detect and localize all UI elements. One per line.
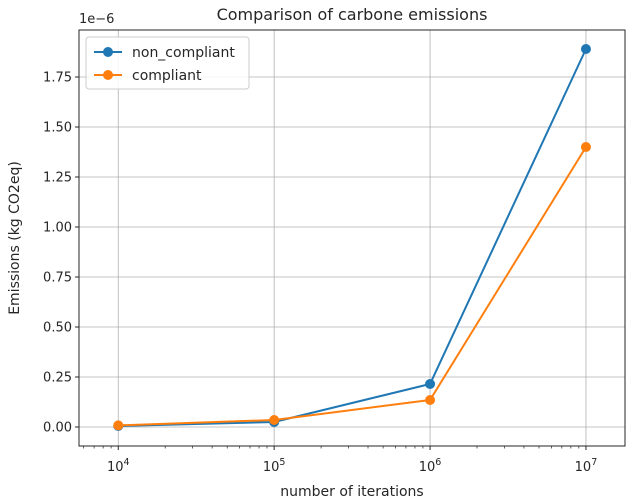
- x-tick-exponent: 7: [591, 457, 597, 468]
- data-point-compliant: [580, 142, 591, 152]
- x-tick-base: 10: [419, 460, 436, 475]
- x-tick-label: 105: [263, 457, 286, 475]
- y-tick-label: 1.50: [43, 121, 72, 136]
- data-point-non_compliant: [580, 44, 591, 54]
- series-line-non_compliant: [118, 48, 587, 427]
- y-axis-label: Emissions (kg CO2eq): [7, 161, 23, 315]
- x-tick-label: 106: [419, 457, 442, 475]
- legend-label-non_compliant: non_compliant: [132, 45, 235, 61]
- x-tick-base: 10: [575, 460, 592, 475]
- data-point-compliant: [425, 395, 436, 405]
- y-offset-label: 1e−6: [79, 12, 114, 27]
- legend-box: [85, 36, 250, 90]
- series-line-compliant: [118, 146, 587, 427]
- x-tick-label: 104: [107, 457, 130, 475]
- data-point-compliant: [269, 415, 280, 425]
- x-tick-label: 107: [575, 457, 598, 475]
- data-point-compliant: [113, 420, 124, 431]
- legend-swatch-marker: [103, 47, 113, 57]
- series-layer: [113, 44, 591, 431]
- x-axis-label: number of iterations: [280, 484, 423, 500]
- y-tick-label: 0.75: [43, 271, 72, 286]
- y-tick-label: 0.25: [43, 371, 72, 386]
- x-tick-base: 10: [107, 460, 124, 475]
- x-tick-exponent: 6: [435, 457, 441, 468]
- x-tick-exponent: 5: [279, 457, 285, 468]
- x-tick-exponent: 4: [124, 457, 130, 468]
- y-tick-label: 1.25: [43, 171, 72, 186]
- y-tick-label: 0.00: [43, 421, 72, 436]
- x-tick-base: 10: [263, 460, 280, 475]
- y-tick-label: 0.50: [43, 321, 72, 336]
- y-tick-label: 1.00: [43, 221, 72, 236]
- data-point-non_compliant: [425, 379, 436, 389]
- legend-label-compliant: compliant: [132, 68, 202, 84]
- chart-title: Comparison of carbone emissions: [217, 5, 488, 24]
- legend-swatch-marker: [103, 70, 113, 80]
- y-tick-label: 1.75: [43, 71, 72, 86]
- legend: non_compliant compliant: [85, 36, 250, 90]
- plot-frame: [78, 29, 626, 447]
